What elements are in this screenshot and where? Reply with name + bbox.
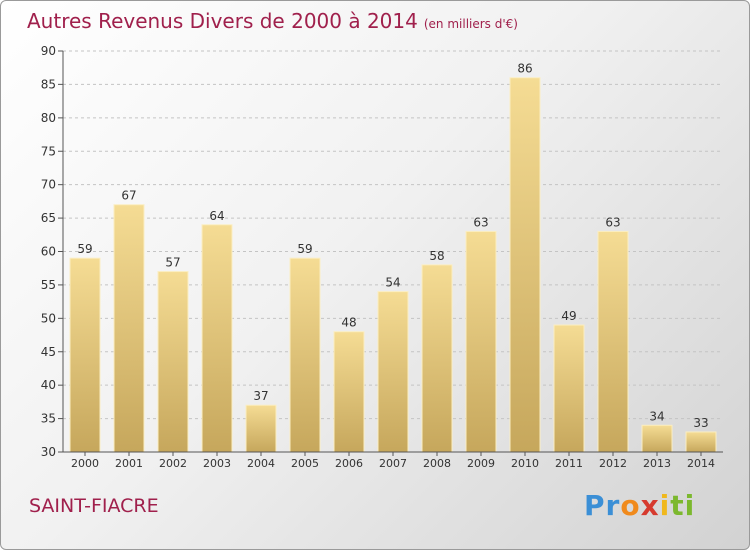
x-tick-label: 2006	[335, 457, 363, 470]
x-tick-label: 2005	[291, 457, 319, 470]
bar	[201, 224, 233, 453]
data-label: 48	[341, 316, 356, 330]
y-tick-label: 75	[41, 144, 56, 158]
data-label: 64	[209, 209, 224, 223]
title-main: Autres Revenus Divers de 2000 à 2014	[27, 9, 418, 33]
x-tick-label: 2003	[203, 457, 231, 470]
logo-part-3: x	[640, 489, 660, 522]
x-tick-label: 2009	[467, 457, 495, 470]
data-label: 37	[253, 389, 268, 403]
bar	[641, 424, 673, 453]
data-label: 58	[429, 249, 444, 263]
x-tick-label: 2007	[379, 457, 407, 470]
y-tick-label: 65	[41, 211, 56, 225]
data-label: 67	[121, 189, 136, 203]
data-label: 59	[77, 242, 92, 256]
logo-part-5: ti	[670, 489, 696, 522]
x-tick-label: 2001	[115, 457, 143, 470]
x-tick-label: 2012	[599, 457, 627, 470]
y-tick-label: 80	[41, 111, 56, 125]
logo-part-2: o	[620, 489, 641, 522]
bar	[377, 291, 409, 453]
data-label: 59	[297, 242, 312, 256]
bar	[597, 230, 629, 453]
bar	[69, 257, 101, 453]
data-label: 34	[649, 409, 664, 423]
y-tick-label: 45	[41, 345, 56, 359]
data-label: 33	[693, 416, 708, 430]
logo-part-4: i	[659, 489, 671, 522]
y-tick-label: 85	[41, 77, 56, 91]
x-tick-label: 2008	[423, 457, 451, 470]
x-tick-label: 2002	[159, 457, 187, 470]
data-label: 54	[385, 276, 400, 290]
x-tick-label: 2010	[511, 457, 539, 470]
x-tick-label: 2013	[643, 457, 671, 470]
data-label: 63	[605, 215, 620, 229]
data-labels: 59 67 57 64 37 59 48 54 58 63 86 49 63 34 33	[77, 62, 708, 430]
y-tick-label: 90	[41, 44, 56, 58]
axes: 30 35 40 45 50 55 60 65 70 75 80 85 90 2000 2001 2002 20…	[41, 44, 723, 470]
y-tick-label: 60	[41, 245, 56, 259]
x-tick-label: 2011	[555, 457, 583, 470]
data-label: 63	[473, 215, 488, 229]
y-tick-label: 50	[41, 311, 56, 325]
y-tick-label: 30	[41, 445, 56, 459]
title-unit: (en milliers d'€)	[423, 17, 518, 31]
y-tick-label: 40	[41, 378, 56, 392]
bar	[245, 404, 277, 453]
proxiti-logo: Proxiti	[584, 489, 695, 522]
data-label: 86	[517, 62, 532, 76]
bar	[157, 271, 189, 453]
bar	[333, 331, 365, 453]
bar	[685, 431, 717, 453]
bar	[421, 264, 453, 453]
y-tick-label: 70	[41, 178, 56, 192]
data-label: 57	[165, 256, 180, 270]
location-name: SAINT-FIACRE	[29, 495, 159, 517]
y-tick-label: 55	[41, 278, 56, 292]
bar	[113, 204, 145, 453]
data-label: 49	[561, 309, 576, 323]
bar	[553, 324, 585, 453]
logo-part-1: Pr	[584, 489, 621, 522]
y-tick-label: 35	[41, 412, 56, 426]
bar	[289, 257, 321, 453]
x-tick-label: 2004	[247, 457, 275, 470]
bar	[465, 230, 497, 453]
bar	[509, 77, 541, 453]
x-tick-label: 2000	[71, 457, 99, 470]
x-tick-label: 2014	[687, 457, 715, 470]
bars	[69, 77, 717, 453]
chart-title: Autres Revenus Divers de 2000 à 2014 (en …	[27, 9, 518, 33]
